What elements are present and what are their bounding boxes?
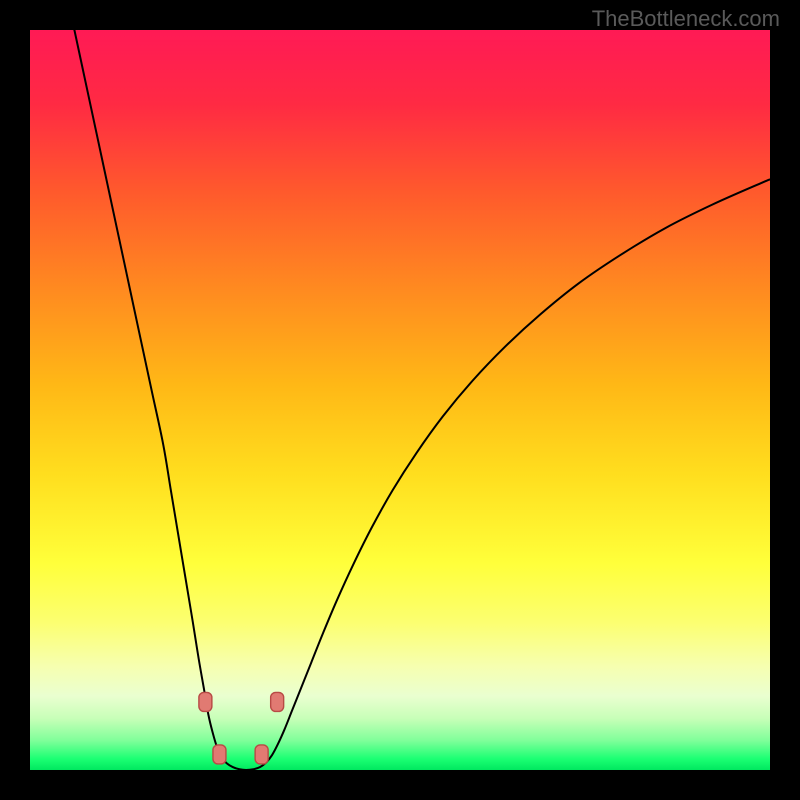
gradient-background xyxy=(30,30,770,770)
chart-container xyxy=(30,30,770,770)
curve-marker xyxy=(271,692,284,711)
curve-marker xyxy=(199,692,212,711)
curve-marker xyxy=(255,745,268,764)
watermark-text: TheBottleneck.com xyxy=(592,6,780,32)
curve-marker xyxy=(213,745,226,764)
bottleneck-chart xyxy=(30,30,770,770)
